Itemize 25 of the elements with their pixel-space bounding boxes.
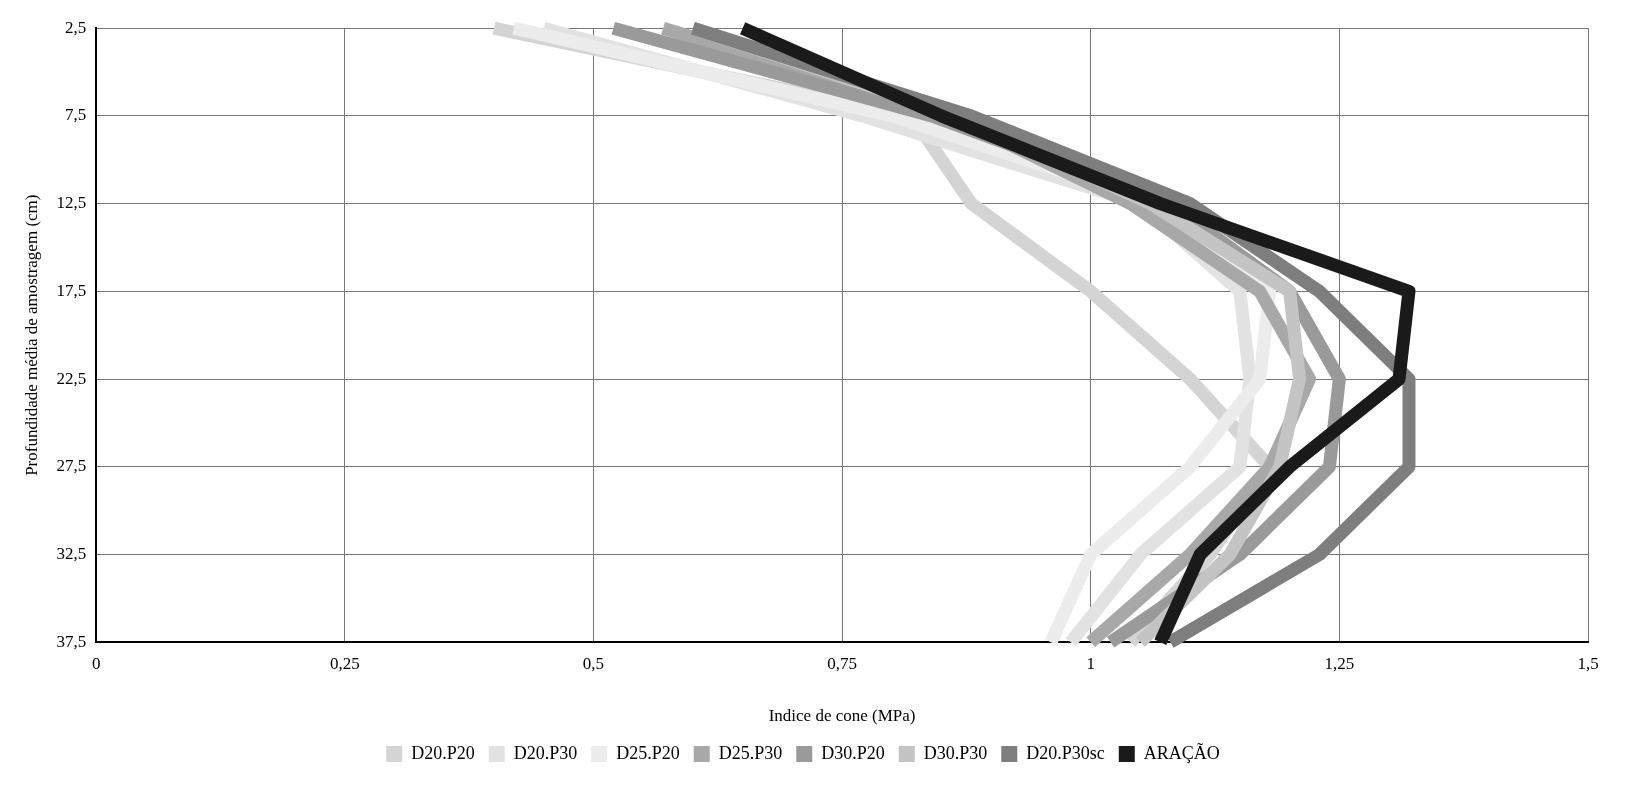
x-tick-label: 1,25	[1324, 653, 1355, 673]
x-tick-label: 0,75	[827, 653, 857, 673]
legend-label: D20.P30	[513, 742, 578, 763]
x-tick-label: 1	[1086, 653, 1095, 673]
y-tick-label: 2,5	[64, 17, 87, 37]
y-tick-label: 12,5	[56, 193, 87, 213]
y-axis-title: Profundidade média de amostragem (cm)	[21, 194, 41, 476]
y-tick-label: 17,5	[56, 280, 87, 300]
legend-label: D20.P20	[411, 742, 475, 763]
x-tick-label: 0	[91, 653, 101, 673]
y-tick-label: 27,5	[56, 456, 87, 476]
x-tick-label: 0,5	[582, 653, 605, 673]
legend-label: ARAÇÃO	[1143, 741, 1220, 763]
legend-label: D25.P30	[718, 742, 783, 763]
legend-label: D30.P30	[923, 742, 988, 763]
legend-label: D20.P30sc	[1026, 742, 1105, 763]
x-tick-label: 0,25	[329, 653, 360, 673]
y-tick-label: 37,5	[56, 631, 87, 651]
y-tick-label: 22,5	[56, 368, 87, 388]
x-tick-label: 1,5	[1577, 653, 1599, 673]
x-axis-title: Indice de cone (MPa)	[768, 706, 916, 726]
legend-label: D30.P20	[821, 742, 885, 763]
y-tick-label: 7,5	[64, 105, 87, 125]
y-tick-label: 32,5	[56, 543, 87, 563]
legend-label: D25.P20	[616, 742, 680, 763]
